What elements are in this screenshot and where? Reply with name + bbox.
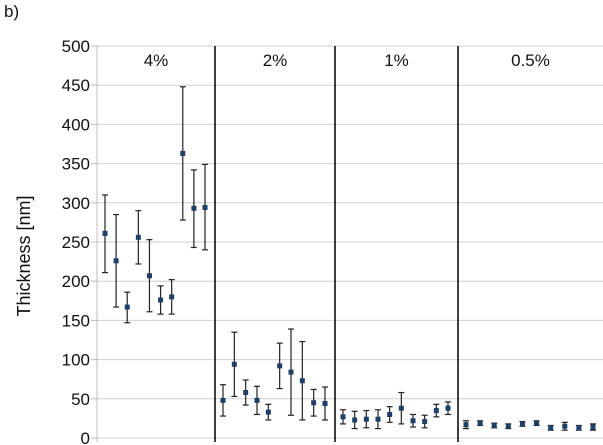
data-point (322, 401, 328, 407)
data-point (548, 425, 554, 431)
data-point (445, 405, 451, 411)
data-point (180, 150, 186, 156)
data-point (135, 234, 141, 240)
data-point (169, 294, 175, 300)
data-point (113, 258, 119, 264)
data-point (562, 423, 568, 429)
group-label: 2% (263, 51, 288, 70)
y-tick-label: 500 (62, 37, 90, 56)
axis-layer (91, 45, 98, 442)
group-dividers (214, 46, 459, 442)
data-point (288, 369, 294, 375)
y-tick-label: 200 (62, 272, 90, 291)
data-point (191, 205, 197, 211)
group-label: 0.5% (511, 51, 550, 70)
data-point (410, 418, 416, 424)
data-point (311, 400, 317, 406)
label-layer: 0 50 100 150 200 250 300 350 400 450 500 4% 2% 1% 0.5% (62, 37, 550, 445)
data-point (387, 411, 393, 417)
data-point (477, 420, 483, 426)
data-point (299, 378, 305, 384)
data-point (534, 420, 540, 426)
data-point (124, 304, 130, 310)
data-point (398, 405, 404, 411)
y-tick-label: 350 (62, 155, 90, 174)
data-point (463, 422, 469, 428)
data-point (375, 416, 381, 422)
data-point (254, 397, 260, 403)
data-point (422, 419, 428, 425)
data-point (220, 397, 226, 403)
data-point (146, 273, 152, 279)
data-point (202, 205, 208, 211)
y-tick-label: 250 (62, 233, 90, 252)
grid-layer (97, 45, 603, 439)
data-point (576, 425, 582, 431)
data-point (433, 408, 439, 414)
data-point (352, 417, 358, 423)
y-tick-label: 0 (81, 429, 90, 445)
data-point (265, 409, 271, 415)
data-point (340, 414, 346, 420)
data-point (277, 363, 283, 369)
data-point (243, 390, 249, 396)
y-tick-label: 400 (62, 115, 90, 134)
y-axis-title: Thickness [nm] (14, 195, 34, 316)
data-point (158, 297, 164, 303)
y-tick-label: 300 (62, 194, 90, 213)
data-point (519, 421, 525, 427)
data-point (505, 423, 511, 429)
panel-label: b) (4, 2, 20, 21)
y-tick-label: 450 (62, 76, 90, 95)
data-point (363, 416, 369, 422)
data-layer (102, 86, 596, 431)
group-label: 4% (144, 51, 169, 70)
data-point (102, 230, 108, 236)
group-label: 1% (384, 51, 409, 70)
data-point (491, 422, 497, 428)
y-tick-label: 100 (62, 351, 90, 370)
y-tick-label: 50 (71, 390, 90, 409)
y-tick-label: 150 (62, 311, 90, 330)
data-point (231, 361, 237, 367)
data-point (590, 424, 596, 430)
